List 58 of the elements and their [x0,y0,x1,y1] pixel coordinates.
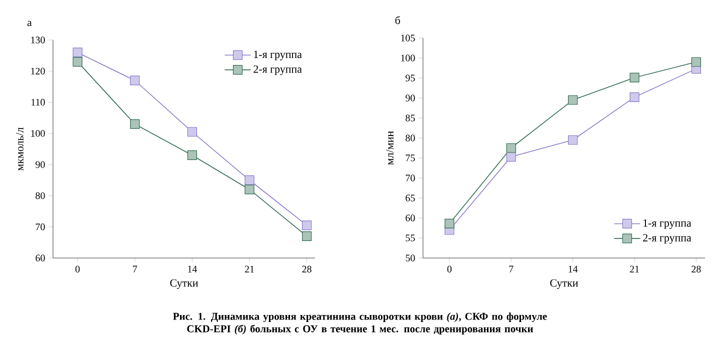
y-tick-label: 85 [406,114,415,122]
y-tick-label: 60 [36,254,45,262]
y-tick-label: 120 [31,68,45,74]
y-tick-label: 90 [36,161,45,168]
x-tick-label: 21 [630,266,639,272]
point [130,119,140,129]
y-tick-label: 70 [406,174,415,182]
point [187,127,197,137]
y-tick-label: 70 [36,223,45,230]
point [568,135,578,145]
point [506,143,516,153]
x-tick-label: 0 [447,266,452,272]
x-tick-label: 7 [509,266,514,272]
point [630,72,640,82]
legend-label: 1-я группа [644,219,692,229]
point [244,175,254,185]
x-tick-label: 28 [692,266,701,272]
x-axis-title: Сутки [550,279,578,289]
y-tick-label: 65 [406,194,415,202]
point [187,150,197,160]
y-tick-label: 95 [406,74,415,82]
chart-title: б [395,16,400,24]
x-tick-label: 14 [188,266,198,272]
y-tick-label: 110 [32,98,45,106]
point [302,231,312,241]
x-axis-title: Сутки [170,279,198,289]
point [568,95,578,105]
legend-label: 1-я группа [254,50,302,60]
point [444,218,454,228]
y-tick-label: 50 [406,254,415,262]
point [244,184,254,194]
y-tick-label: 60 [406,214,415,222]
y-tick-label: 55 [406,234,415,242]
x-tick-label: 0 [75,266,80,272]
x-tick-label: 7 [133,266,138,272]
y-tick-label: 80 [406,134,415,142]
y-tick-label: 90 [406,94,415,102]
x-tick-label: 28 [302,266,312,272]
y-axis-title: мкмоль/л [16,128,24,171]
x-tick-label: 21 [244,266,254,272]
y-tick-label: 100 [31,130,45,137]
point [72,57,82,67]
y-tick-label: 80 [36,192,45,200]
chart-title: а [27,20,32,26]
point [302,220,312,230]
point [130,76,140,86]
legend-label: 2-я группа [254,65,302,76]
x-tick-label: 14 [568,266,578,272]
y-tick-label: 105 [401,34,415,42]
point [691,57,701,67]
y-tick-label: 75 [406,154,415,162]
y-tick-label: 100 [401,54,415,62]
y-axis-title: мл/мин [386,131,394,165]
y-tick-label: 130 [31,36,45,44]
point [72,48,82,58]
point [630,92,640,102]
legend-label: 2-я группа [643,234,692,244]
text: Рис. 1. Динамика уровня креатинина сыворотки крови (а), СКФ по формуле CKD-EPI (б) больных с ОУ в течение 1 мес. после дренирования почки [173,312,547,334]
